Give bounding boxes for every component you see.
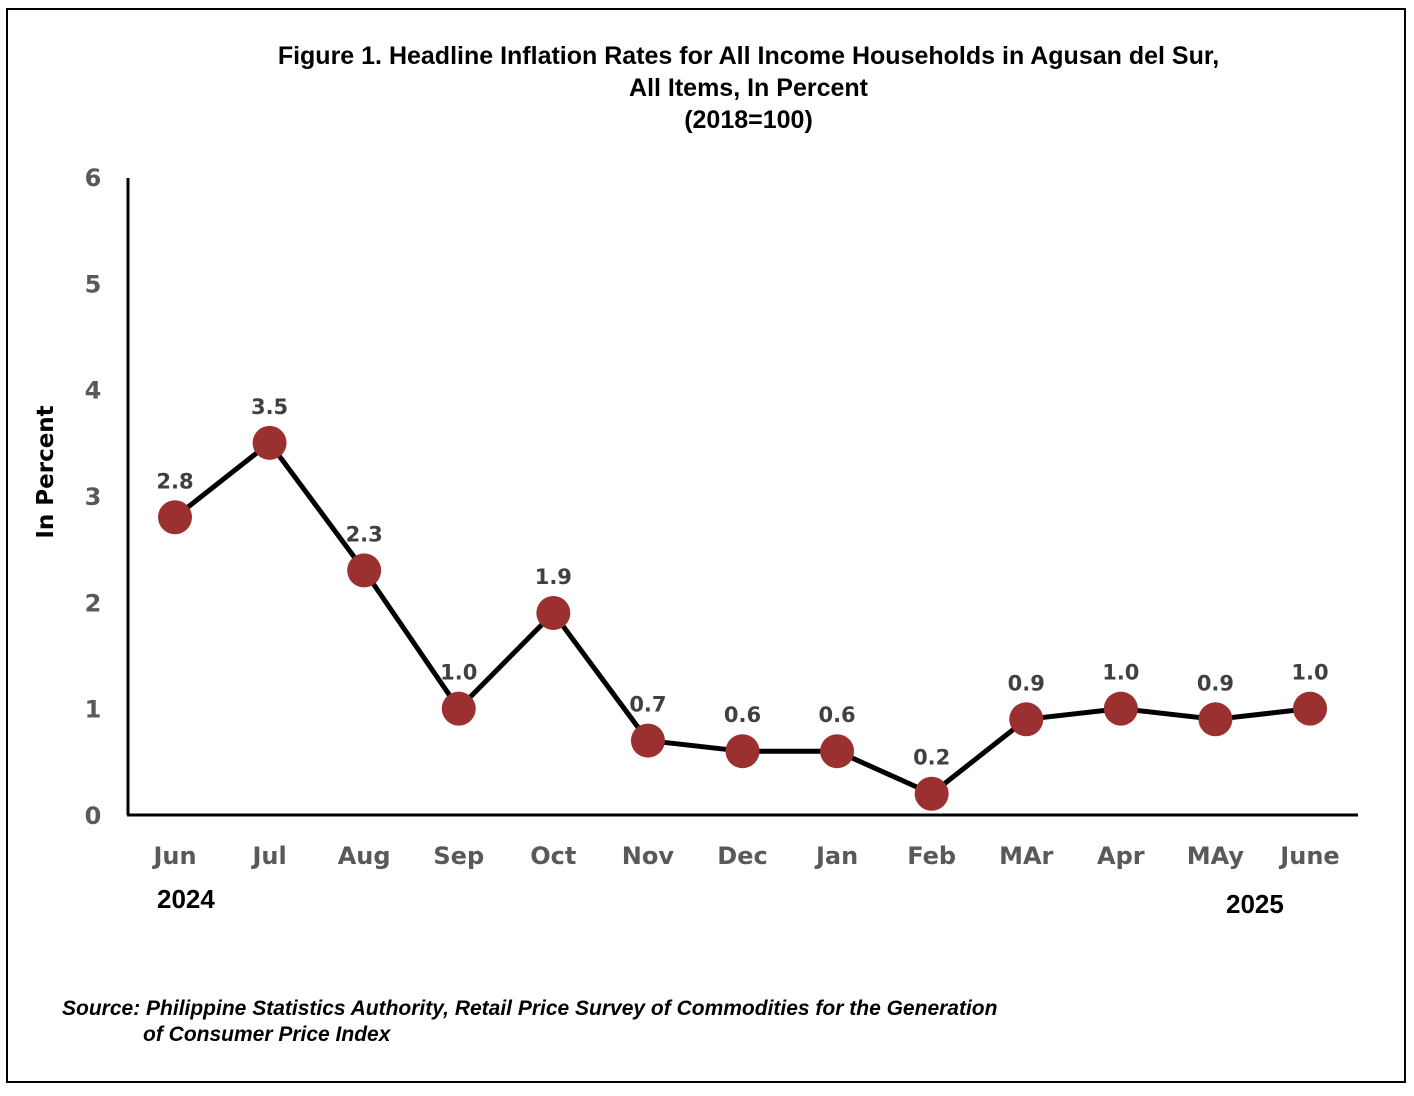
data-point: [158, 500, 192, 535]
year-label-start: 2024: [157, 884, 215, 914]
x-tick-label: Jan: [814, 842, 858, 870]
y-tick-label: 4: [85, 377, 102, 405]
data-label: 0.6: [724, 703, 761, 727]
data-label: 0.9: [1197, 671, 1234, 695]
y-tick-label: 2: [85, 589, 102, 617]
data-point: [725, 734, 760, 769]
data-point: [441, 691, 476, 726]
chart-title-line2: All Items, In Percent: [629, 74, 868, 102]
x-tick-label: Jul: [250, 842, 286, 870]
source-line-1: Source: Philippine Statistics Authority,…: [62, 997, 998, 1020]
data-point: [914, 776, 949, 811]
x-tick-label: Jun: [151, 842, 196, 870]
x-tick-label: June: [1278, 842, 1339, 870]
chart-title: Figure 1. Headline Inflation Rates for A…: [277, 42, 1220, 70]
data-point: [347, 553, 382, 588]
x-tick-label: Sep: [433, 842, 484, 870]
data-point: [1198, 702, 1233, 737]
data-label: 1.9: [535, 565, 572, 589]
data-label: 0.9: [1008, 671, 1045, 695]
x-tick-label: Nov: [622, 842, 675, 870]
data-point: [1293, 691, 1327, 726]
source-note: Source: Philippine Statistics Authority,…: [62, 996, 997, 1048]
year-label-end: 2025: [1226, 889, 1284, 919]
chart-frame: [6, 8, 1406, 1083]
y-tick-label: 5: [85, 270, 102, 298]
data-label: 1.0: [1102, 661, 1139, 685]
x-tick-label: MAy: [1187, 842, 1245, 870]
x-tick-label: Feb: [907, 842, 956, 870]
x-tick-label: Apr: [1097, 842, 1145, 870]
series-markers: [158, 425, 1327, 811]
chart-title-block: Figure 1. Headline Inflation Rates for A…: [0, 40, 1414, 136]
data-point: [820, 734, 855, 769]
chart-subtitle: (2018=100): [684, 106, 813, 134]
data-point: [1009, 702, 1044, 737]
data-point: [252, 425, 287, 460]
y-tick-labels: 0 1 2 3 4 5 6: [85, 164, 102, 830]
x-tick-label: Aug: [338, 842, 391, 870]
data-label: 1.0: [440, 661, 477, 685]
data-label: 2.8: [156, 469, 193, 493]
y-tick-label: 3: [85, 483, 102, 511]
data-label: 0.6: [818, 703, 855, 727]
data-point: [536, 595, 571, 630]
y-tick-label: 0: [85, 802, 102, 830]
x-tick-labels: Jun Jul Aug Sep Oct Nov Dec Jan Feb MAr Apr MAy June: [151, 842, 1339, 870]
data-labels: 2.8 3.5 2.3 1.0 1.9 0.7 0.6 0.6 0.2 0.9 1.0 0.9 1.0: [156, 395, 1328, 770]
y-axis-label: In Percent: [33, 405, 59, 539]
data-label: 1.0: [1291, 661, 1328, 685]
data-point: [630, 723, 665, 758]
x-tick-label: Dec: [717, 842, 767, 870]
x-tick-label: MAr: [999, 842, 1053, 870]
data-label: 0.7: [629, 693, 666, 717]
data-label: 0.2: [913, 746, 950, 770]
source-line-2: of Consumer Price Index: [143, 1023, 391, 1046]
data-label: 2.3: [346, 522, 383, 546]
data-point: [1103, 691, 1138, 726]
y-tick-label: 6: [85, 164, 102, 192]
y-tick-label: 1: [85, 696, 102, 724]
x-tick-label: Oct: [530, 842, 576, 870]
data-label: 3.5: [251, 395, 288, 419]
